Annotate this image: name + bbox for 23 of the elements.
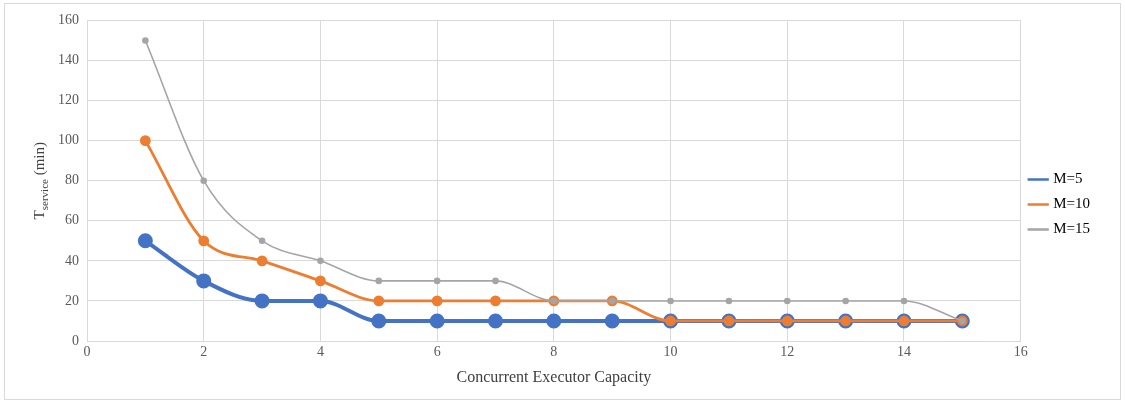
y-tick-label: 160: [58, 12, 79, 28]
x-tick-label: 2: [200, 344, 208, 360]
x-tick-label: 10: [663, 344, 678, 360]
y-tick-label: 0: [72, 332, 79, 348]
y-tick-label: 140: [58, 52, 79, 68]
legend-label: M=15: [1053, 220, 1090, 237]
y-tick-label: 20: [65, 292, 79, 308]
x-axis-title: Concurrent Executor Capacity: [456, 367, 652, 386]
x-tick-label: 14: [896, 344, 911, 360]
y-tick-label: 100: [58, 132, 79, 148]
x-tick-label: 12: [780, 344, 795, 360]
x-tick-label: 0: [83, 344, 91, 360]
x-tick-label: 6: [433, 344, 441, 360]
x-tick-label: 16: [1013, 344, 1028, 360]
y-tick-label: 60: [65, 212, 79, 228]
x-tick-label: 4: [316, 344, 324, 360]
y-tick-label: 80: [65, 172, 79, 188]
y-tick-label: 40: [65, 252, 79, 268]
y-axis-title: Tservice (min): [31, 142, 50, 220]
y-tick-label: 120: [58, 92, 79, 108]
legend-label: M=5: [1053, 170, 1083, 187]
x-tick-label: 8: [550, 344, 558, 360]
legend-label: M=10: [1053, 195, 1090, 212]
